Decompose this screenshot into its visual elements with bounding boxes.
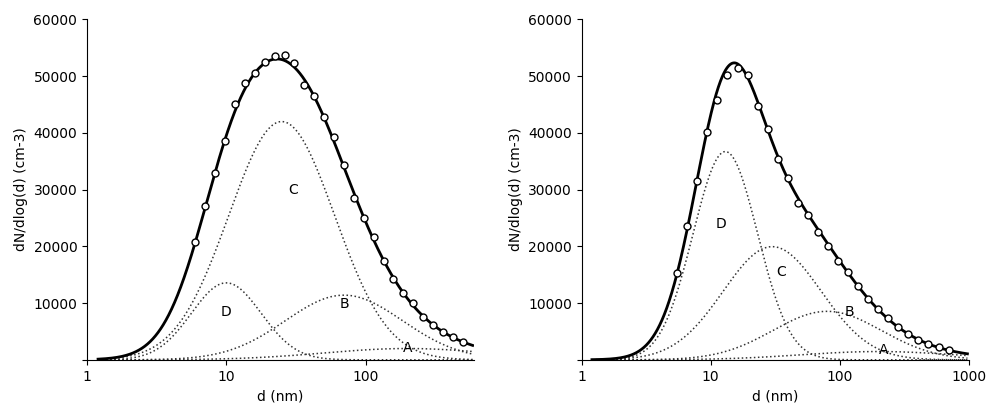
X-axis label: d (nm): d (nm) — [257, 389, 304, 403]
X-axis label: d (nm): d (nm) — [752, 389, 798, 403]
Text: D: D — [221, 304, 232, 319]
Text: A: A — [879, 343, 889, 357]
Text: C: C — [776, 265, 786, 279]
Text: A: A — [403, 342, 412, 355]
Text: D: D — [716, 217, 726, 231]
Y-axis label: dN/dlog(d) (cm-3): dN/dlog(d) (cm-3) — [14, 128, 28, 251]
Text: B: B — [845, 304, 855, 319]
Text: B: B — [339, 297, 349, 311]
Y-axis label: dN/dlog(d) (cm-3): dN/dlog(d) (cm-3) — [509, 128, 523, 251]
Text: C: C — [288, 183, 298, 196]
